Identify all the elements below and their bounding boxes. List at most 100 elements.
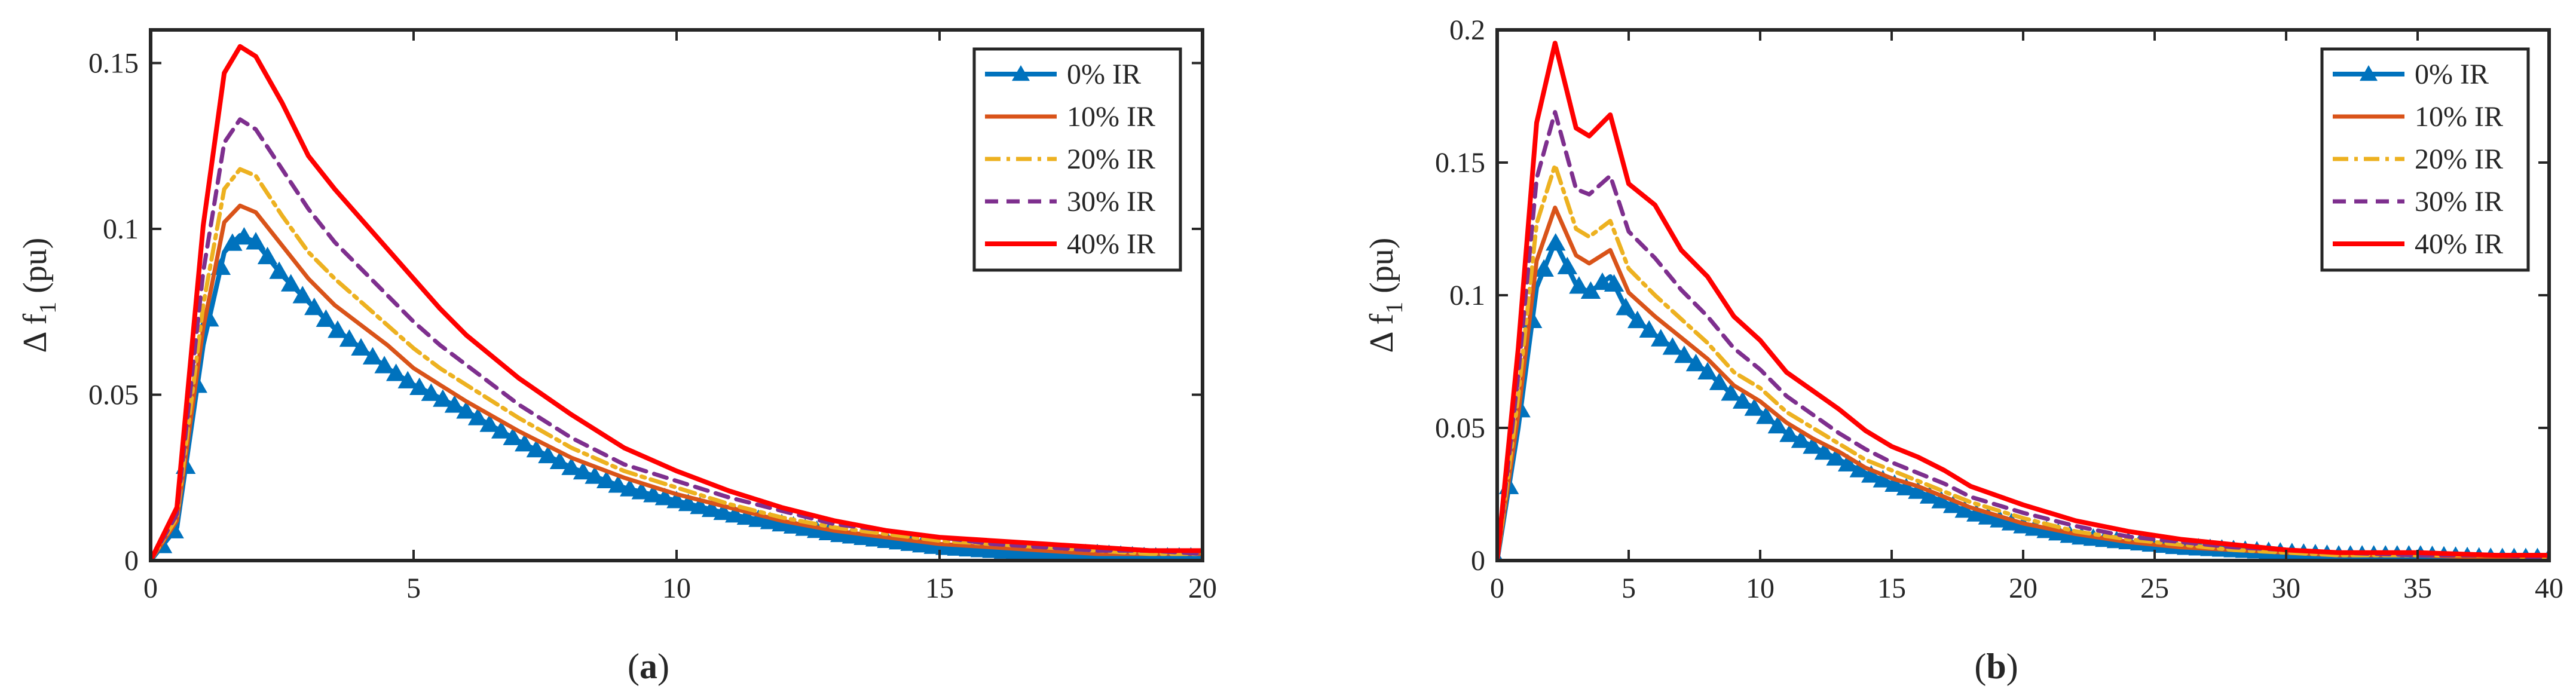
x-tick-label: 0 (143, 573, 158, 604)
series-marker-0 (397, 371, 418, 388)
series-marker-0 (1709, 372, 1730, 390)
caption-open-paren: ( (628, 647, 640, 686)
series-marker-0 (678, 494, 699, 512)
series-marker-0 (549, 451, 570, 469)
series-marker-0 (736, 507, 757, 525)
series-marker-0 (526, 439, 547, 458)
series-marker-0 (1908, 481, 1928, 499)
series-marker-0 (433, 389, 453, 407)
y-axis-label-subscript: 1 (34, 302, 61, 314)
series-marker-0 (690, 496, 710, 515)
y-axis-label-subscript: 1 (1381, 302, 1408, 314)
series-marker-0 (1756, 406, 1776, 424)
panel-caption: (a) (628, 647, 669, 686)
legend-entry-label: 10% IR (1067, 101, 1155, 133)
series-marker-0 (328, 320, 348, 338)
series-marker-0 (234, 226, 255, 245)
series-marker-0 (503, 427, 523, 445)
legend: 0% IR 10% IR 20% IR 30% IR 40% IR (972, 47, 1182, 272)
legend-entry-label: 40% IR (1067, 228, 1155, 260)
series-group (151, 44, 1203, 561)
legend: 0% IR 10% IR 20% IR 30% IR 40% IR (2320, 47, 2530, 272)
y-tick-label: 0.15 (88, 48, 139, 79)
series-marker-0 (1639, 320, 1659, 338)
series-group (1497, 41, 2549, 561)
legend-entry-label: 0% IR (1067, 59, 1141, 90)
y-axis-label-main: Δ f (17, 314, 54, 353)
x-tick-label: 15 (1877, 573, 1906, 604)
series-line-3 (1497, 110, 2549, 561)
series-marker-0 (1919, 486, 1940, 504)
series-marker-0 (631, 482, 652, 500)
legend-marker-0 (2360, 65, 2378, 81)
y-axis-label-unit: (pu) (17, 238, 54, 293)
series-marker-0 (1826, 448, 1846, 466)
series-marker-0 (467, 408, 488, 425)
series-marker-0 (374, 356, 394, 374)
series-marker-0 (1861, 465, 1881, 483)
series-marker-0 (515, 434, 535, 452)
series-marker-0 (479, 414, 500, 432)
series-marker-0 (409, 377, 430, 396)
series-marker-0 (666, 491, 687, 509)
caption-open-paren: ( (1974, 647, 1986, 686)
series-marker-0 (596, 470, 617, 489)
series-marker-0 (1779, 424, 1800, 442)
series-marker-0 (456, 401, 476, 419)
x-tick-label: 25 (2140, 573, 2169, 604)
x-tick-label: 5 (406, 573, 421, 604)
series-marker-0 (1580, 281, 1601, 299)
series-marker-0 (351, 338, 371, 356)
panel-caption: (b) (1974, 647, 2018, 686)
series-marker-0 (1662, 337, 1683, 355)
series-marker-0 (1651, 329, 1671, 347)
x-tick-label: 20 (1188, 573, 1217, 604)
series-marker-0 (608, 475, 628, 493)
y-tick-label: 0.05 (1435, 412, 1485, 444)
y-axis-label: Δ f1 (pu) (1363, 238, 1408, 353)
series-marker-0 (316, 309, 336, 327)
series-marker-0 (1732, 391, 1753, 409)
series-marker-0 (362, 347, 383, 365)
series-line-3 (151, 117, 1203, 561)
series-marker-0 (748, 509, 769, 527)
series-marker-0 (1931, 491, 1951, 509)
series-marker-0 (1814, 442, 1835, 460)
x-tick-label: 15 (925, 573, 954, 604)
series-marker-0 (1546, 233, 1566, 251)
series-marker-0 (421, 383, 442, 401)
series-line-4 (151, 44, 1203, 561)
series-marker-0 (573, 461, 593, 480)
series-marker-0 (561, 457, 582, 475)
series-marker-0 (292, 286, 313, 304)
y-tick-label: 0.2 (1449, 14, 1485, 46)
x-tick-label: 30 (2272, 573, 2300, 604)
series-marker-0 (257, 246, 278, 265)
series-marker-0 (1837, 454, 1858, 472)
series-marker-0 (1592, 272, 1613, 290)
series-marker-0 (1721, 383, 1741, 401)
legend-entry-label: 40% IR (2415, 228, 2503, 260)
series-marker-0 (280, 274, 301, 292)
series-marker-0 (725, 505, 745, 523)
caption-letter: b (1986, 647, 2006, 686)
legend-entry-label: 30% IR (2415, 186, 2503, 218)
series-marker-0 (246, 232, 266, 250)
caption-close-paren: ) (2006, 647, 2018, 686)
y-tick-label: 0.1 (1449, 280, 1485, 311)
series-marker-0 (1616, 298, 1636, 316)
legend-entry-label: 20% IR (2415, 143, 2503, 175)
legend-marker-0 (1012, 65, 1030, 81)
x-tick-label: 20 (2009, 573, 2037, 604)
y-tick-label: 0.1 (103, 213, 139, 245)
series-line-2 (1497, 163, 2549, 561)
series-marker-0 (1942, 495, 1963, 513)
series-marker-0 (713, 502, 733, 521)
series-marker-0 (1966, 504, 1987, 522)
series-marker-0 (1685, 353, 1706, 372)
series-marker-0 (1534, 259, 1554, 277)
series-line-1 (151, 203, 1203, 561)
series-marker-0 (1744, 398, 1764, 416)
series-marker-0 (1767, 416, 1788, 434)
